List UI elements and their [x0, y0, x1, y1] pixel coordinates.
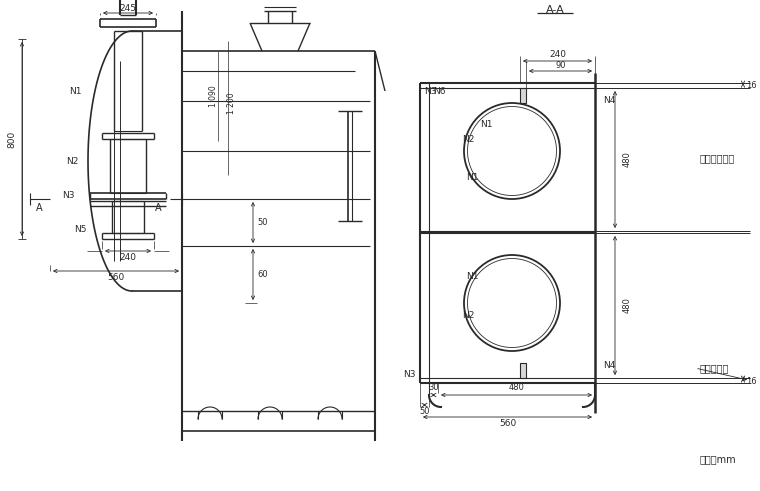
Text: N2: N2 — [66, 157, 78, 165]
Text: 30: 30 — [428, 383, 439, 392]
Text: N2: N2 — [462, 135, 474, 143]
Bar — [520, 363, 526, 378]
Text: 560: 560 — [107, 273, 125, 282]
Text: 90: 90 — [556, 60, 565, 70]
Text: 钢箱梁腹板: 钢箱梁腹板 — [700, 363, 730, 373]
Text: N1: N1 — [466, 272, 478, 281]
Text: 560: 560 — [499, 419, 516, 429]
Text: N1: N1 — [480, 120, 492, 129]
Text: N5: N5 — [74, 224, 86, 234]
Bar — [520, 88, 526, 103]
Text: A-A: A-A — [546, 5, 565, 15]
Text: N3: N3 — [62, 191, 74, 199]
Text: 480: 480 — [622, 152, 632, 167]
Text: 单位：mm: 单位：mm — [700, 454, 736, 464]
Text: 480: 480 — [622, 298, 632, 313]
Text: 钢箱梁横隔板: 钢箱梁横隔板 — [700, 153, 735, 163]
Text: 50: 50 — [258, 218, 268, 227]
Text: 240: 240 — [119, 253, 137, 263]
Text: 1 200: 1 200 — [227, 92, 236, 114]
Text: 480: 480 — [508, 383, 524, 392]
Text: N1: N1 — [466, 173, 478, 182]
Text: 245: 245 — [119, 3, 137, 12]
Text: N3: N3 — [404, 370, 416, 379]
Text: 16: 16 — [746, 377, 756, 385]
Text: 1 090: 1 090 — [210, 85, 219, 107]
Text: N4: N4 — [603, 361, 616, 370]
Text: 60: 60 — [258, 270, 268, 279]
Text: N4: N4 — [603, 96, 616, 105]
Text: 800: 800 — [8, 131, 17, 148]
Text: N3: N3 — [424, 87, 436, 96]
Text: 240: 240 — [549, 50, 566, 58]
Text: N2: N2 — [462, 310, 474, 320]
Text: A: A — [36, 203, 43, 213]
Text: 50: 50 — [420, 408, 429, 416]
Text: N1: N1 — [68, 86, 81, 96]
Text: N6: N6 — [433, 87, 445, 96]
Text: A: A — [155, 203, 161, 213]
Text: 16: 16 — [746, 81, 756, 89]
